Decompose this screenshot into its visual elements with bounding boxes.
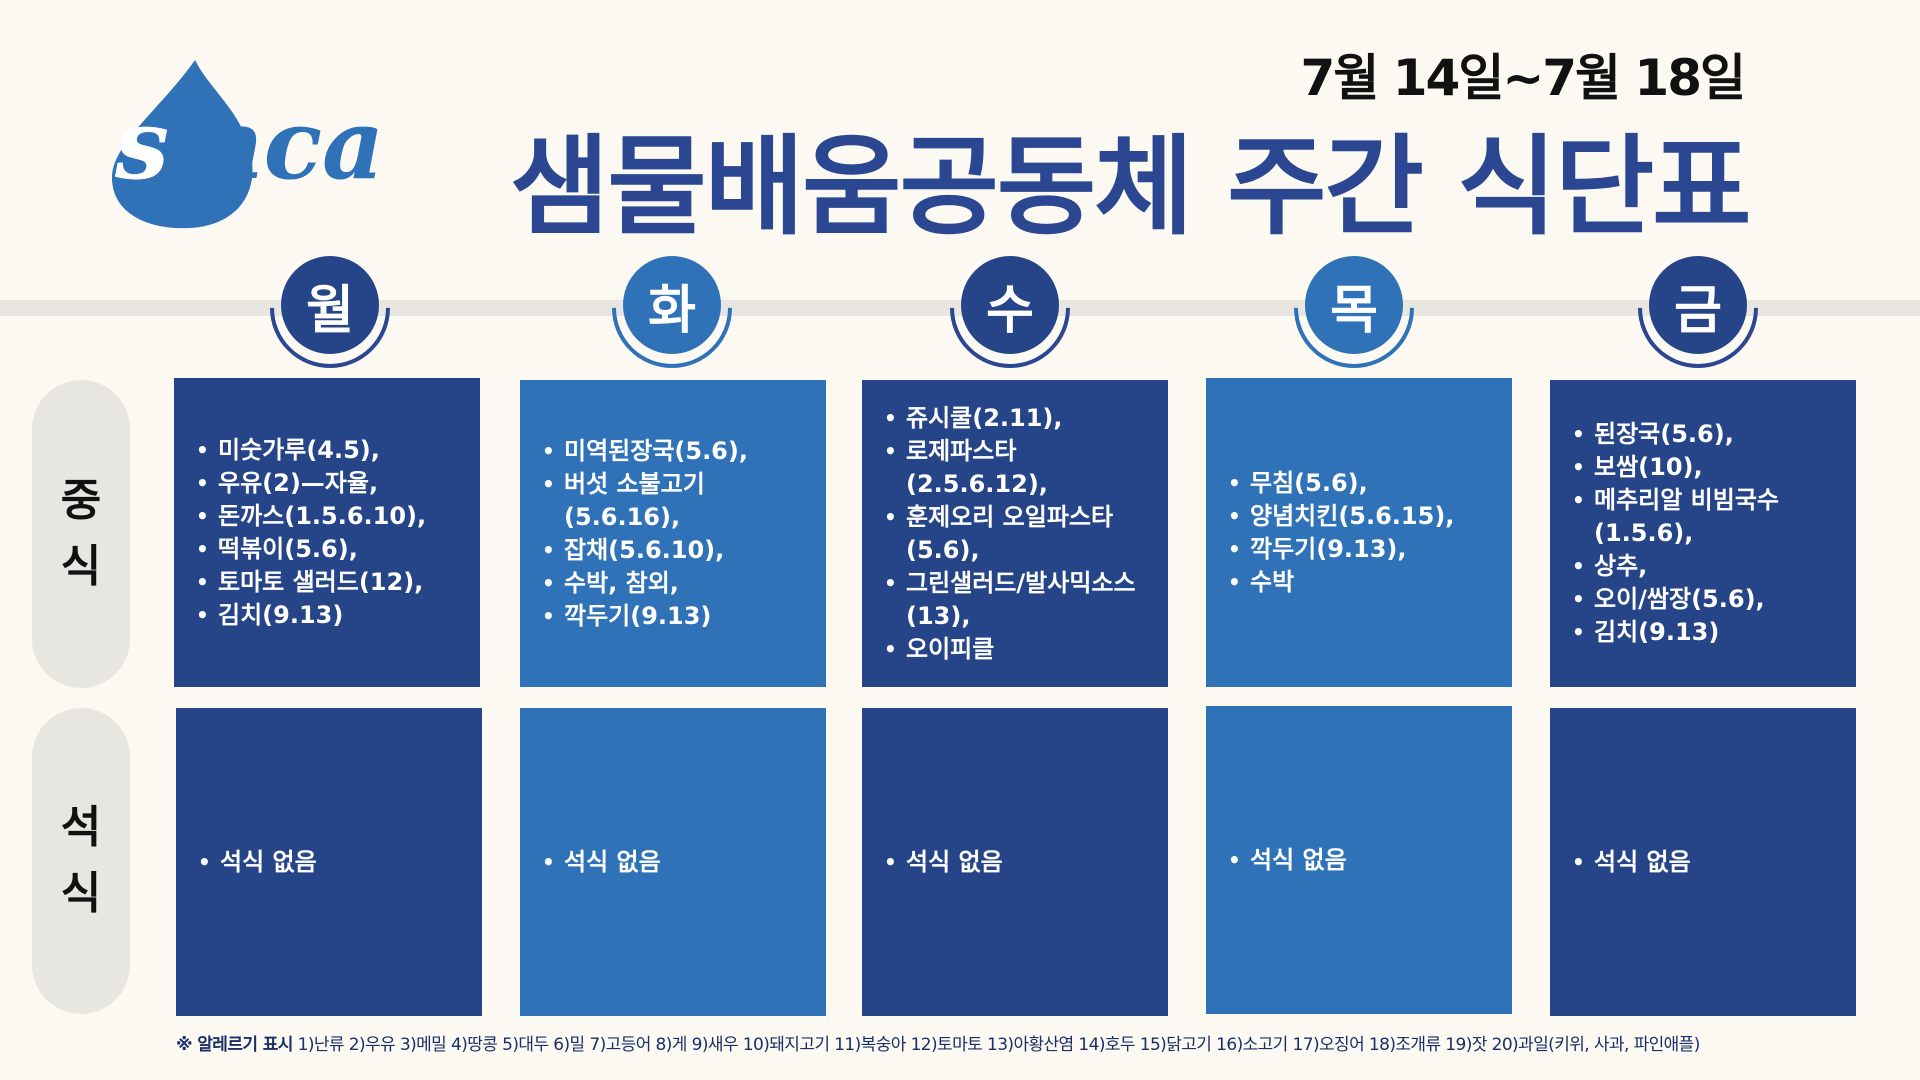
lunch-cell-fri: 된장국(5.6),보쌈(10),메추리알 비빔국수 (1.5.6),상추,오이/… (1550, 380, 1856, 687)
list-item: 깍두기(9.13) (542, 600, 808, 633)
row-label-char: 중 (60, 475, 102, 526)
row-label-char: 식 (60, 868, 102, 919)
row-label-lunch: 중 식 (32, 380, 130, 688)
day-label: 월 (281, 256, 379, 354)
day-badge-wed: 수 (925, 223, 1095, 393)
timeline-divider (0, 300, 1920, 316)
list-item: 김치(9.13) (196, 599, 462, 632)
list-item: 양념치킨(5.6.15), (1228, 500, 1494, 533)
day-badge-mon: 월 (245, 223, 415, 393)
day-label: 목 (1305, 256, 1403, 354)
list-item: 수박 (1228, 566, 1494, 599)
page-title: 샘물배움공동체 주간 식단표 (510, 125, 1752, 250)
lunch-cell-mon: 미숫가루(4.5),우유(2)—자율,돈까스(1.5.6.10),떡볶이(5.6… (174, 378, 480, 687)
menu-list: 된장국(5.6),보쌈(10),메추리알 비빔국수 (1.5.6),상추,오이/… (1572, 418, 1838, 649)
menu-list: 미역된장국(5.6),버섯 소불고기 (5.6.16),잡채(5.6.10),수… (542, 435, 808, 633)
list-item: 무침(5.6), (1228, 467, 1494, 500)
dinner-cell-tue: 석식 없음 (520, 708, 826, 1016)
day-badge-fri: 금 (1613, 223, 1783, 393)
list-item: 버섯 소불고기 (5.6.16), (542, 468, 808, 534)
list-item: 석식 없음 (1572, 846, 1838, 879)
list-item: 잡채(5.6.10), (542, 534, 808, 567)
svg-text:s: s (114, 88, 169, 201)
lunch-cell-wed: 쥬시쿨(2.11),로제파스타(2.5.6.12),훈제오리 오일파스타 (5.… (862, 380, 1168, 687)
list-item: 된장국(5.6), (1572, 418, 1838, 451)
lunch-cell-tue: 미역된장국(5.6),버섯 소불고기 (5.6.16),잡채(5.6.10),수… (520, 380, 826, 687)
list-item: 석식 없음 (542, 846, 808, 879)
list-item: 석식 없음 (198, 846, 464, 879)
list-item: 우유(2)—자율, (196, 467, 462, 500)
list-item: 오이/쌈장(5.6), (1572, 583, 1838, 616)
day-badge-thu: 목 (1269, 223, 1439, 393)
list-item: 미숫가루(4.5), (196, 434, 462, 467)
list-item: 오이피클 (884, 633, 1150, 666)
day-badge-tue: 화 (587, 223, 757, 393)
allergy-legend-text: 1)난류 2)우유 3)메밀 4)땅콩 5)대두 6)밀 7)고등어 8)게 9… (297, 1035, 1701, 1055)
list-item: 로제파스타(2.5.6.12), (884, 435, 1150, 501)
allergy-legend: ※ 알레르기 표시 1)난류 2)우유 3)메밀 4)땅콩 5)대두 6)밀 7… (176, 1030, 1700, 1055)
dinner-cell-mon: 석식 없음 (176, 708, 482, 1016)
list-item: 메추리알 비빔국수 (1.5.6), (1572, 484, 1838, 550)
list-item: 깍두기(9.13), (1228, 533, 1494, 566)
list-item: 쥬시쿨(2.11), (884, 402, 1150, 435)
logo-text: mca (162, 88, 384, 201)
day-label: 화 (623, 256, 721, 354)
list-item: 훈제오리 오일파스타 (5.6), (884, 501, 1150, 567)
list-item: 상추, (1572, 550, 1838, 583)
row-label-char: 석 (60, 802, 102, 853)
row-label-dinner: 석 식 (32, 708, 130, 1014)
list-item: 보쌈(10), (1572, 451, 1838, 484)
dinner-cell-wed: 석식 없음 (862, 708, 1168, 1016)
day-label: 수 (961, 256, 1059, 354)
menu-list: 쥬시쿨(2.11),로제파스타(2.5.6.12),훈제오리 오일파스타 (5.… (884, 402, 1150, 666)
list-item: 떡볶이(5.6), (196, 533, 462, 566)
lunch-cell-thu: 무침(5.6),양념치킨(5.6.15),깍두기(9.13),수박 (1206, 378, 1512, 687)
row-label-char: 식 (60, 541, 102, 592)
list-item: 그린샐러드/발사믹소스(13), (884, 567, 1150, 633)
date-range: 7월 14일~7월 18일 (1300, 49, 1746, 107)
allergy-legend-title: ※ 알레르기 표시 (176, 1035, 293, 1055)
menu-list: 미숫가루(4.5),우유(2)—자율,돈까스(1.5.6.10),떡볶이(5.6… (196, 434, 462, 632)
list-item: 김치(9.13) (1572, 616, 1838, 649)
dinner-cell-thu: 석식 없음 (1206, 706, 1512, 1014)
list-item: 석식 없음 (884, 846, 1150, 879)
day-label: 금 (1649, 256, 1747, 354)
list-item: 돈까스(1.5.6.10), (196, 500, 462, 533)
list-item: 수박, 참외, (542, 567, 808, 600)
dinner-cell-fri: 석식 없음 (1550, 708, 1856, 1016)
list-item: 석식 없음 (1228, 844, 1494, 877)
menu-list: 무침(5.6),양념치킨(5.6.15),깍두기(9.13),수박 (1228, 467, 1494, 599)
smca-logo: s mca (111, 60, 384, 229)
list-item: 토마토 샐러드(12), (196, 566, 462, 599)
list-item: 미역된장국(5.6), (542, 435, 808, 468)
